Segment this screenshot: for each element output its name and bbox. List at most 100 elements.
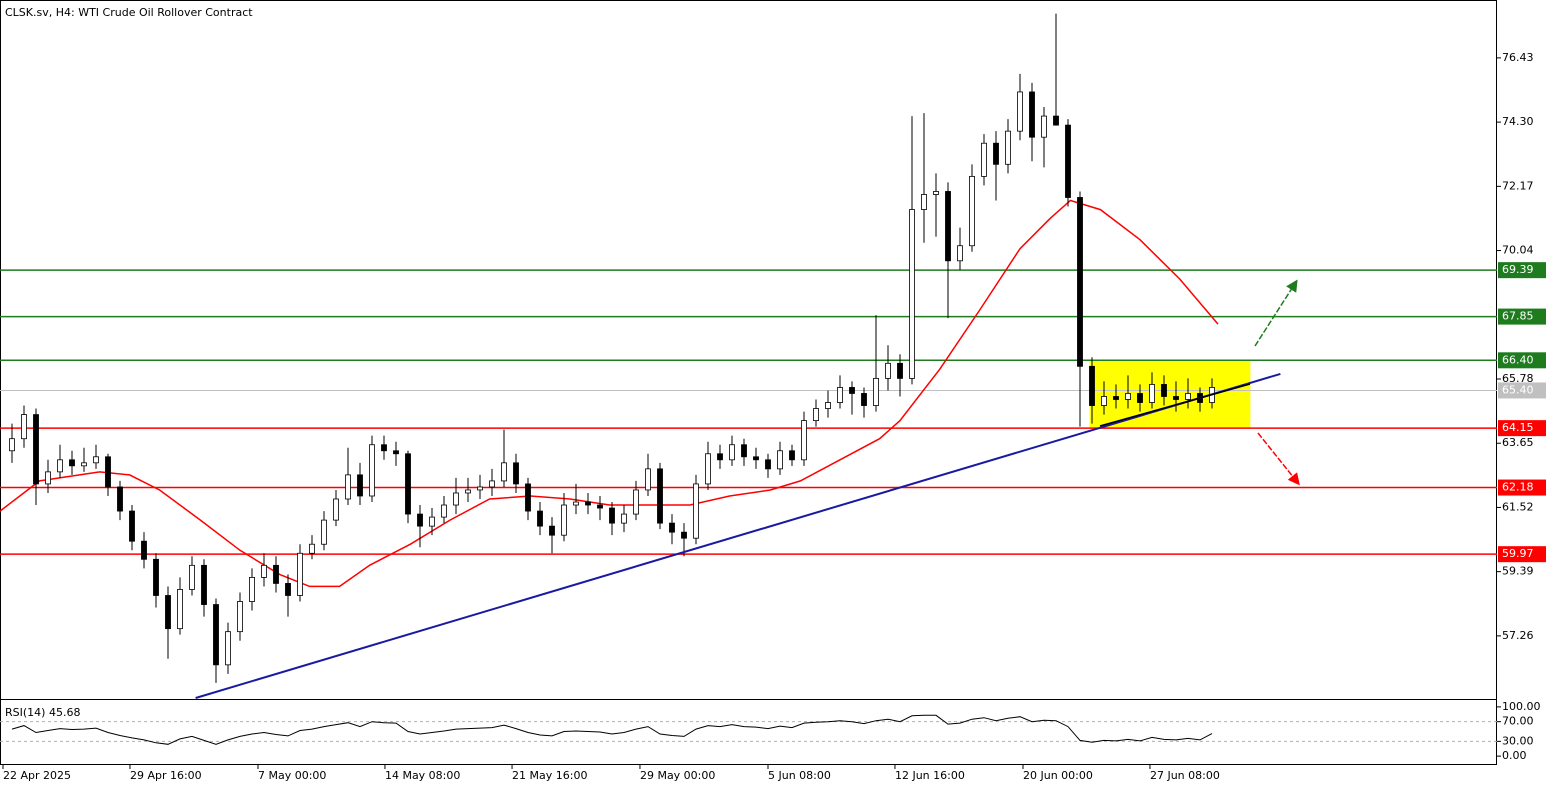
candle-body [993, 142, 999, 165]
candle-body [381, 444, 387, 452]
level-label-box [1498, 546, 1546, 563]
y-tick-label: 70.04 [1502, 244, 1534, 257]
rsi-line [11, 714, 1213, 745]
candle-body [21, 414, 27, 440]
candle-body [333, 498, 339, 521]
x-tick-label: 21 May 16:00 [512, 769, 587, 782]
candle-body [1161, 384, 1167, 397]
candle-body [345, 474, 351, 500]
candle-body [681, 531, 687, 539]
candle-body [405, 453, 411, 515]
candle-body [81, 462, 87, 467]
candle-body [129, 510, 135, 542]
candle-body [1185, 393, 1191, 400]
candle-body [1125, 393, 1131, 400]
candle-body [189, 564, 195, 590]
candle-body [741, 444, 747, 458]
trendline [195, 372, 1281, 699]
candle-body [645, 468, 651, 491]
level-label-box [1498, 308, 1546, 325]
rsi-y-tick-label: 70.00 [1502, 715, 1534, 728]
candle-body [861, 393, 867, 406]
candle-body [885, 362, 891, 379]
down-arrow [1257, 432, 1300, 486]
candle-body [261, 564, 267, 578]
candle-body [693, 483, 699, 539]
candle-body [669, 522, 675, 533]
candle-body [33, 414, 39, 485]
y-tick-label: 76.43 [1502, 51, 1534, 64]
candle-body [1089, 365, 1095, 406]
rsi-y-tick-label: 100.00 [1502, 700, 1541, 713]
candle-body [621, 513, 627, 524]
candle-body [717, 453, 723, 461]
level-label: 69.39 [1502, 263, 1534, 276]
candle-body [921, 194, 927, 210]
x-tick-label: 12 Jun 16:00 [895, 769, 965, 782]
candle-body [501, 462, 507, 482]
y-tick-label: 57.26 [1502, 629, 1534, 642]
candle-body [237, 601, 243, 633]
level-label-box [1498, 420, 1546, 437]
candle-body [765, 459, 771, 470]
rsi-y-tick-label: 30.00 [1502, 734, 1534, 747]
candle-body [1113, 396, 1119, 400]
current-price-box [1498, 382, 1546, 399]
candle-body [213, 604, 219, 666]
candle-body [453, 492, 459, 506]
candle-body [285, 583, 291, 596]
candle-body [1149, 384, 1155, 403]
candle-body [1137, 393, 1143, 403]
candle-body [273, 564, 279, 584]
y-tick-label: 72.17 [1502, 179, 1534, 192]
level-label: 66.40 [1502, 353, 1534, 366]
x-tick-label: 7 May 00:00 [258, 769, 326, 782]
candle-body [393, 450, 399, 455]
candle-body [777, 450, 783, 470]
candle-body [1041, 115, 1047, 138]
rsi-title: RSI(14) 45.68 [5, 706, 80, 719]
x-tick-label: 27 Jun 08:00 [1150, 769, 1220, 782]
level-label: 62.18 [1502, 481, 1534, 494]
level-label: 59.97 [1502, 547, 1534, 560]
candle-body [525, 483, 531, 512]
candle-body [945, 191, 951, 262]
candle-body [729, 444, 735, 461]
candle-body [45, 471, 51, 485]
y-tick-label: 74.30 [1502, 115, 1534, 128]
x-tick-label: 22 Apr 2025 [3, 769, 71, 782]
candle-body [837, 387, 843, 403]
candle-body [201, 564, 207, 605]
candle-body [705, 453, 711, 485]
up-arrow [1254, 279, 1298, 347]
candle-body [489, 480, 495, 488]
y-tick-label: 61.52 [1502, 500, 1534, 513]
candle-body [225, 631, 231, 666]
candle-body [477, 486, 483, 491]
candle-body [969, 175, 975, 247]
frame [0, 0, 1497, 765]
candle-body [1029, 91, 1035, 138]
candle-body [309, 543, 315, 554]
candle-body [1101, 396, 1107, 406]
candle-body [141, 540, 147, 560]
candle-body [933, 191, 939, 195]
candle-body [165, 595, 171, 630]
candle-body [105, 456, 111, 488]
candle-body [609, 507, 615, 524]
candle-body [9, 438, 15, 452]
level-label: 67.85 [1502, 310, 1534, 323]
current-price-label: 65.40 [1502, 383, 1534, 396]
candle-body [1173, 396, 1179, 400]
candle-body [789, 450, 795, 461]
zone-trendline [1099, 383, 1251, 427]
candle-body [657, 468, 663, 524]
candle-body [981, 142, 987, 177]
candle-body [93, 456, 99, 464]
candle-body [561, 504, 567, 536]
candle-body [369, 444, 375, 497]
x-tick-label: 5 Jun 08:00 [768, 769, 831, 782]
x-tick-label: 20 Jun 00:00 [1023, 769, 1093, 782]
candle-body [1077, 197, 1083, 367]
